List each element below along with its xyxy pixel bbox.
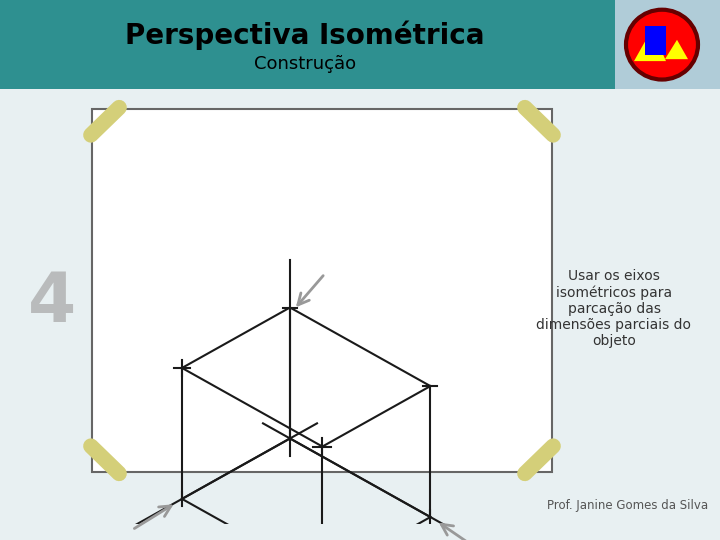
Text: Construção: Construção [254, 55, 356, 73]
Bar [92, 109, 552, 472]
Circle shape [626, 10, 698, 79]
Text: Prof. Janine Gomes da Silva: Prof. Janine Gomes da Silva [547, 499, 708, 512]
Polygon shape [665, 40, 688, 59]
Text: 4: 4 [28, 269, 76, 336]
Bar [615, 0, 720, 89]
Bar [645, 26, 666, 55]
Text: Usar os eixos
isométricos para
parcação das
dimensões parciais do
objeto: Usar os eixos isométricos para parcação … [536, 269, 691, 348]
Bar [0, 0, 615, 89]
Polygon shape [634, 29, 666, 61]
Text: Perspectiva Isométrica: Perspectiva Isométrica [125, 20, 485, 50]
